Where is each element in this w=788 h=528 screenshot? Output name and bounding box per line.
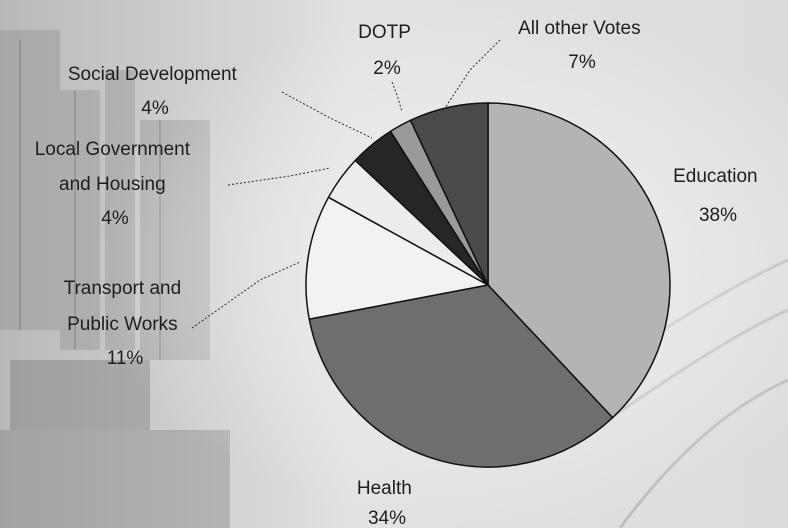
label-dotp: DOTP 2% — [358, 22, 416, 79]
pie-slices — [305, 102, 671, 468]
label-local-government: Local Government and Housing 4% — [35, 139, 196, 229]
leader-lines — [191, 39, 501, 329]
label-transport: Transport and Public Works 11% — [64, 278, 187, 369]
pie-slice-transport-and-public-works — [305, 196, 491, 320]
label-health: Health 34% — [357, 478, 417, 528]
label-social-development: Social Development 4% — [68, 64, 242, 119]
pie-slice-health — [308, 284, 614, 468]
label-education: Education 38% — [673, 166, 763, 226]
leader-line-social-development — [281, 91, 373, 139]
leader-line-dotp — [391, 81, 403, 113]
pie-slice-all-other-votes — [409, 102, 489, 286]
label-all-other-votes: All other Votes 7% — [518, 18, 646, 73]
pie-slice-education — [487, 102, 671, 419]
leader-line-other — [444, 39, 501, 109]
leader-line-local-government — [227, 167, 331, 186]
leader-line-transport — [191, 261, 301, 329]
